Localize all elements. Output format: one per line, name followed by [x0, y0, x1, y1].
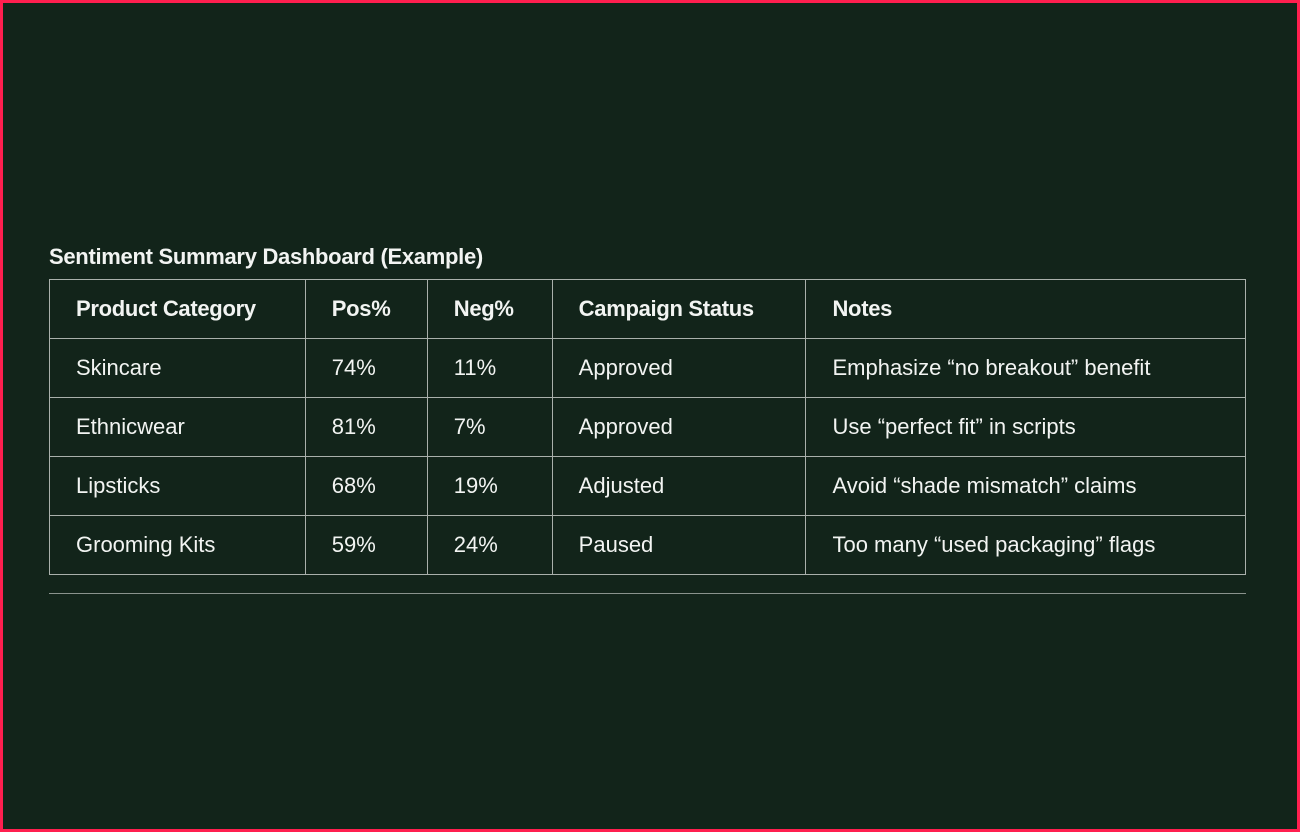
header-notes: Notes	[805, 279, 1246, 339]
sentiment-table: Product Category Pos% Neg% Campaign Stat…	[49, 279, 1246, 575]
header-campaign-status: Campaign Status	[551, 279, 807, 339]
cell-neg: 11%	[426, 338, 553, 398]
cell-notes: Use “perfect fit” in scripts	[805, 397, 1246, 457]
table-header-row: Product Category Pos% Neg% Campaign Stat…	[49, 279, 1246, 339]
cell-notes: Too many “used packaging” flags	[805, 515, 1246, 575]
cell-status: Approved	[551, 338, 807, 398]
cell-category: Grooming Kits	[49, 515, 306, 575]
cell-neg: 24%	[426, 515, 553, 575]
divider	[49, 593, 1246, 594]
cell-pos: 68%	[304, 456, 428, 516]
header-product-category: Product Category	[49, 279, 306, 339]
table-row: Lipsticks 68% 19% Adjusted Avoid “shade …	[49, 456, 1246, 516]
table-title: Sentiment Summary Dashboard (Example)	[49, 244, 483, 269]
cell-category: Ethnicwear	[49, 397, 306, 457]
cell-status: Paused	[551, 515, 807, 575]
header-pos-percent: Pos%	[304, 279, 428, 339]
cell-notes: Avoid “shade mismatch” claims	[805, 456, 1246, 516]
header-neg-percent: Neg%	[426, 279, 553, 339]
cell-pos: 81%	[304, 397, 428, 457]
table-row: Ethnicwear 81% 7% Approved Use “perfect …	[49, 397, 1246, 457]
cell-pos: 59%	[304, 515, 428, 575]
cell-category: Lipsticks	[49, 456, 306, 516]
cell-notes: Emphasize “no breakout” benefit	[805, 338, 1246, 398]
table-row: Grooming Kits 59% 24% Paused Too many “u…	[49, 515, 1246, 575]
cell-pos: 74%	[304, 338, 428, 398]
table-row: Skincare 74% 11% Approved Emphasize “no …	[49, 338, 1246, 398]
cell-status: Adjusted	[551, 456, 807, 516]
cell-category: Skincare	[49, 338, 306, 398]
cell-status: Approved	[551, 397, 807, 457]
cell-neg: 19%	[426, 456, 553, 516]
cell-neg: 7%	[426, 397, 553, 457]
